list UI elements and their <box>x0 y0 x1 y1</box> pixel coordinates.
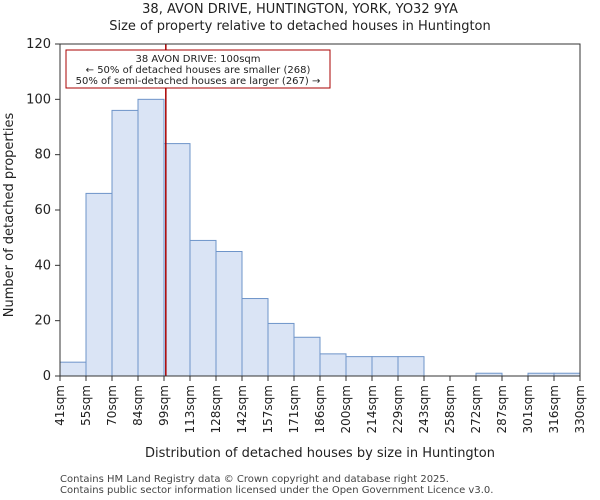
histogram-bar <box>241 298 269 377</box>
histogram-bar <box>397 356 425 377</box>
x-tick-label: 287sqm <box>495 385 509 433</box>
y-tick-label: 80 <box>34 148 51 163</box>
histogram-bar <box>189 239 217 377</box>
histogram-bar <box>215 251 243 377</box>
x-tick-label: 157sqm <box>261 385 275 433</box>
x-tick-label: 214sqm <box>365 385 379 433</box>
x-tick-label: 330sqm <box>573 385 587 433</box>
histogram-bar <box>59 361 87 377</box>
x-tick-label: 200sqm <box>339 385 353 433</box>
x-tick-label: 55sqm <box>79 385 93 426</box>
histogram-bar <box>293 336 321 377</box>
x-tick-label: 70sqm <box>105 385 119 426</box>
y-tick-label: 20 <box>34 314 51 329</box>
histogram-chart: 38 AVON DRIVE: 100sqm ← 50% of detached … <box>2 37 587 461</box>
x-tick-label: 84sqm <box>131 385 145 426</box>
x-tick-label: 229sqm <box>391 385 405 433</box>
histogram-bar <box>267 322 295 377</box>
y-axis-label: Number of detached properties <box>2 113 17 318</box>
histogram-bar <box>345 356 373 377</box>
x-tick-label: 171sqm <box>287 385 301 433</box>
x-tick-label: 316sqm <box>547 385 561 433</box>
histogram-bar <box>85 192 113 377</box>
y-tick-label: 0 <box>43 369 51 384</box>
annotation-line-3: 50% of semi-detached houses are larger (… <box>76 76 321 87</box>
y-tick-label: 100 <box>26 92 51 107</box>
x-tick-label: 243sqm <box>417 385 431 433</box>
x-tick-label: 272sqm <box>469 385 483 433</box>
x-tick-label: 258sqm <box>443 385 457 433</box>
histogram-bar <box>371 356 399 377</box>
histogram-bar <box>319 353 347 377</box>
x-tick-label: 41sqm <box>53 385 67 426</box>
x-tick-label: 301sqm <box>521 385 535 433</box>
chart-subtitle: Size of property relative to detached ho… <box>109 19 491 34</box>
histogram-bar <box>163 143 191 377</box>
footer-copyright: Contains HM Land Registry data © Crown c… <box>60 474 449 485</box>
histogram-bar <box>111 109 139 377</box>
x-axis-label: Distribution of detached houses by size … <box>145 446 495 461</box>
x-tick-label: 113sqm <box>183 385 197 433</box>
annotation-box <box>65 49 331 89</box>
x-tick-label: 128sqm <box>209 385 223 433</box>
x-tick-label: 99sqm <box>157 385 171 426</box>
y-tick-label: 60 <box>34 203 51 218</box>
x-tick-label: 142sqm <box>235 385 249 433</box>
chart-title: 38, AVON DRIVE, HUNTINGTON, YORK, YO32 9… <box>142 2 458 17</box>
y-tick-label: 120 <box>26 37 51 52</box>
histogram-bar <box>137 98 165 377</box>
annotation-line-1: 38 AVON DRIVE: 100sqm <box>136 54 261 65</box>
annotation-line-2: ← 50% of detached houses are smaller (26… <box>86 65 311 76</box>
footer-licence: Contains public sector information licen… <box>60 485 494 496</box>
y-tick-label: 40 <box>34 258 51 273</box>
x-tick-label: 186sqm <box>313 385 327 433</box>
